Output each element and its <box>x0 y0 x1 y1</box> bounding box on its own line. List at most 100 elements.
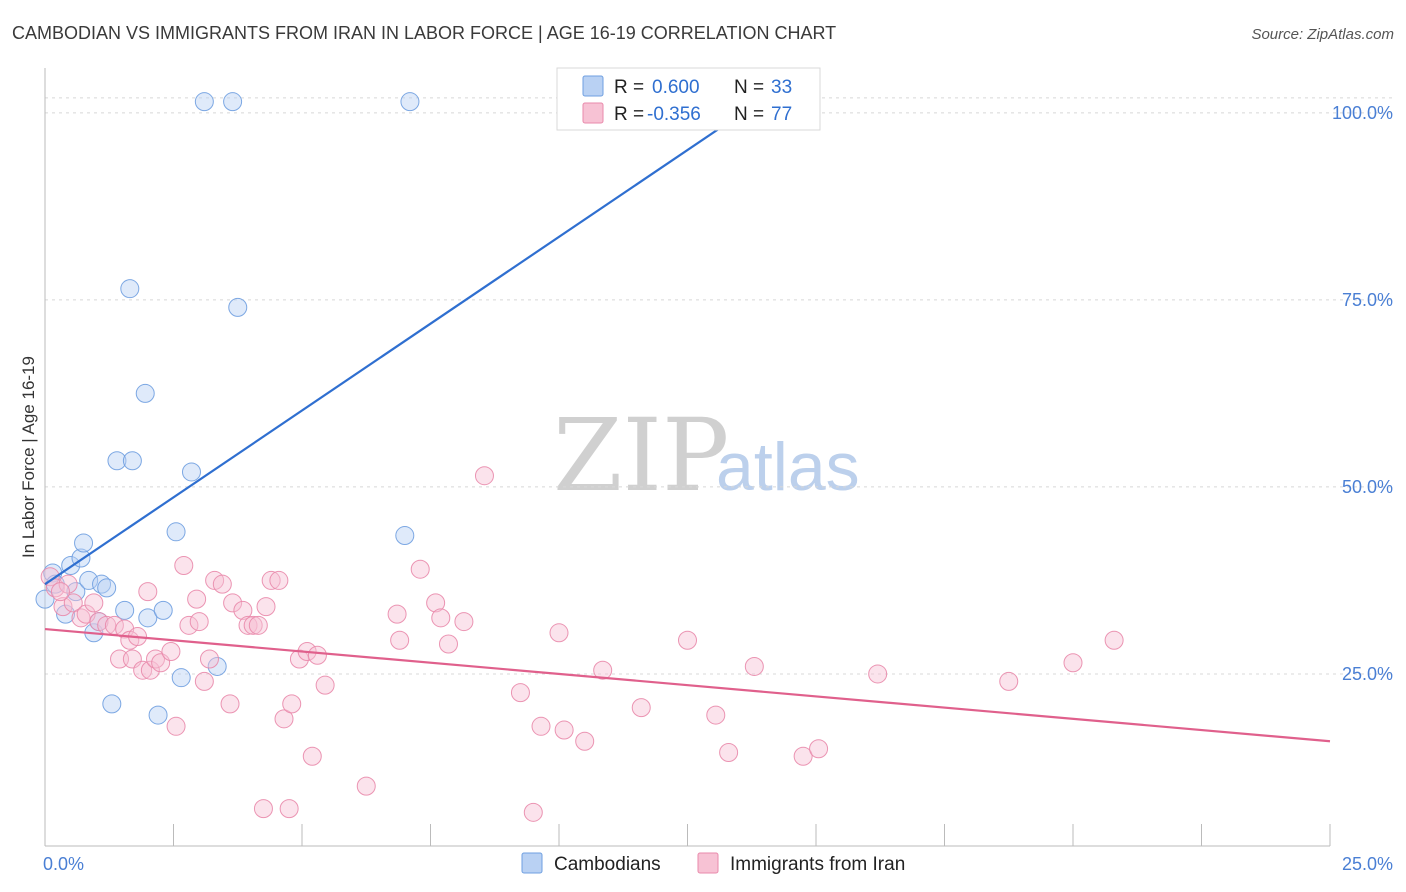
point-iran <box>223 593 243 613</box>
point-iran <box>809 739 829 759</box>
point-iran <box>220 694 240 714</box>
point-iran <box>161 642 181 661</box>
point-iran <box>410 559 430 579</box>
point-iran <box>282 694 302 714</box>
point-iran <box>253 799 273 819</box>
y-axis-label: In Labor Force | Age 16-19 <box>19 356 38 558</box>
y-tick-label: 50.0% <box>1342 477 1393 497</box>
point-cambodians <box>223 92 243 112</box>
point-cambodians <box>171 668 191 688</box>
point-iran <box>256 597 276 617</box>
point-cambodians <box>181 462 201 482</box>
x-tick-label: 0.0% <box>43 854 84 874</box>
point-iran <box>454 612 474 632</box>
trendline-cambodians <box>44 97 766 586</box>
stats-n-label-1: N = <box>734 104 764 125</box>
point-cambodians <box>107 451 127 471</box>
point-cambodians <box>92 574 112 594</box>
point-cambodians <box>395 526 415 546</box>
point-iran <box>199 649 219 669</box>
point-iran <box>45 578 65 598</box>
chart-title: CAMBODIAN VS IMMIGRANTS FROM IRAN IN LAB… <box>12 23 836 43</box>
x-tick-label: 25.0% <box>1342 854 1393 874</box>
point-iran <box>431 608 451 628</box>
legend-swatch-cambodians <box>521 852 543 874</box>
x-tick-labels: 0.0% 25.0% <box>43 824 1393 874</box>
point-iran <box>248 615 268 635</box>
point-iran <box>71 608 91 628</box>
data-points <box>35 92 1124 822</box>
point-iran <box>575 731 595 751</box>
point-iran <box>58 574 78 594</box>
point-iran <box>868 664 888 684</box>
stats-swatch-cambodians <box>582 75 604 97</box>
point-cambodians <box>115 600 135 620</box>
point-iran <box>523 802 543 822</box>
point-iran <box>233 600 253 620</box>
point-cambodians <box>148 705 168 725</box>
point-iran <box>999 671 1019 691</box>
watermark: ZIP atlas <box>553 397 860 514</box>
point-iran <box>793 746 813 766</box>
watermark-atlas: atlas <box>716 429 860 505</box>
point-cambodians <box>194 92 214 112</box>
stats-r-value-0: 0.600 <box>652 77 700 98</box>
point-iran <box>307 645 327 665</box>
point-cambodians <box>97 578 117 598</box>
stats-legend: R = 0.600 N = 33 R = -0.356 N = 77 <box>556 67 821 131</box>
point-iran <box>138 582 158 602</box>
point-iran <box>146 649 166 669</box>
point-cambodians <box>228 297 248 317</box>
point-iran <box>140 660 160 680</box>
point-iran <box>678 630 697 650</box>
point-iran <box>631 698 651 718</box>
point-iran <box>274 709 294 729</box>
stats-r-label-1: R = <box>614 104 644 125</box>
point-cambodians <box>400 92 420 112</box>
point-cambodians <box>122 451 142 471</box>
point-cambodians <box>120 279 140 299</box>
point-iran <box>133 660 153 680</box>
stats-n-value-1: 77 <box>771 104 792 125</box>
chart-source: Source: ZipAtlas.com <box>1251 26 1394 43</box>
point-iran <box>289 649 309 669</box>
trendline-iran <box>44 627 1331 743</box>
series-iran <box>40 466 1124 822</box>
point-cambodians <box>207 656 227 676</box>
point-iran <box>84 593 104 613</box>
point-cambodians <box>102 694 122 714</box>
point-iran <box>243 615 263 635</box>
point-iran <box>174 555 194 575</box>
point-cambodians <box>74 533 94 553</box>
point-iran <box>719 742 739 762</box>
point-iran <box>302 746 322 766</box>
legend-label-iran: Immigrants from Iran <box>730 854 905 875</box>
point-iran <box>279 799 299 819</box>
point-iran <box>315 675 335 695</box>
point-iran <box>593 660 613 680</box>
point-iran <box>706 705 726 725</box>
point-cambodians <box>79 570 99 590</box>
point-iran <box>63 593 83 613</box>
stats-swatch-iran <box>582 102 604 124</box>
point-iran <box>531 716 551 736</box>
point-iran <box>50 582 70 602</box>
point-iran <box>474 466 494 486</box>
point-iran <box>261 570 281 590</box>
point-iran <box>390 630 410 650</box>
point-iran <box>549 623 569 643</box>
point-cambodians <box>138 608 158 628</box>
stats-r-value-1: -0.356 <box>647 104 701 125</box>
point-cambodians <box>153 600 173 620</box>
point-iran <box>187 589 207 609</box>
point-iran <box>744 656 764 676</box>
point-iran <box>1063 653 1083 673</box>
point-iran <box>194 671 214 691</box>
stats-r-label-0: R = <box>614 77 644 98</box>
legend-swatch-iran <box>697 852 719 874</box>
stats-n-label-0: N = <box>734 77 764 98</box>
legend-label-cambodians: Cambodians <box>554 854 661 875</box>
point-iran <box>189 612 209 632</box>
point-iran <box>53 597 73 617</box>
